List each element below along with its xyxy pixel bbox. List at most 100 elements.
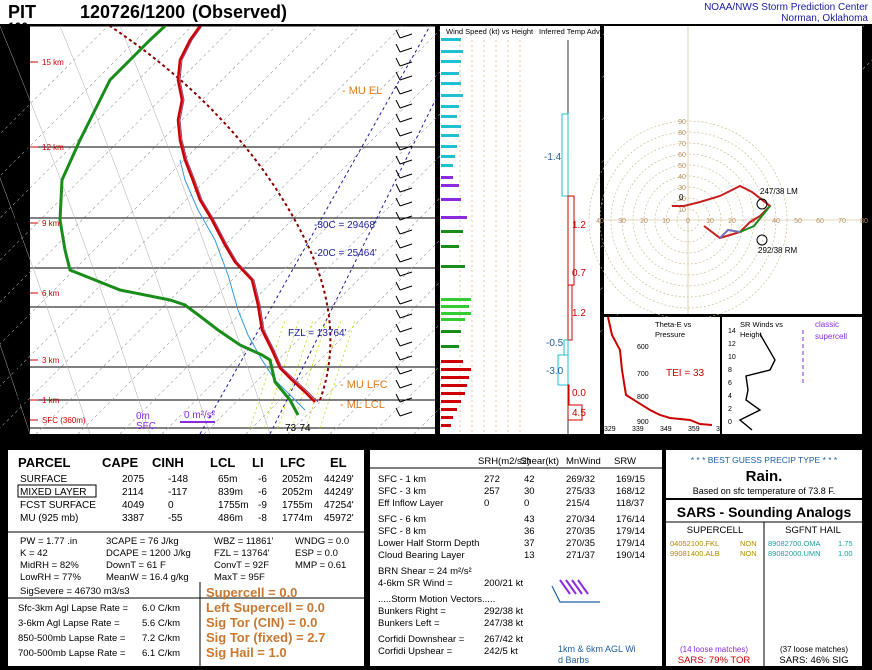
misc-param: K = 42 [20, 548, 48, 559]
kin-cell: 190/14 [616, 550, 645, 561]
dry-adiabat [0, 177, 91, 435]
parcel-cell: 1774m [282, 513, 313, 524]
station-id: PIT [8, 2, 36, 22]
misc-param: WBZ = 11861' [214, 536, 274, 547]
wind-barb [399, 341, 413, 347]
theta-x-tick: 359 [688, 426, 700, 433]
isotherm [0, 25, 151, 177]
wind-speed-bar [441, 312, 471, 315]
sars-hail-date: 89082000.UMN [768, 549, 821, 558]
parcel-cell: 1755m [282, 500, 313, 511]
srw-label: 4-6km SR Wind = [378, 578, 453, 589]
parcel-cell: 44249' [324, 487, 354, 498]
theta-x-tick: 329 [604, 426, 616, 433]
wind-barb [399, 299, 413, 305]
km-label: 12 km [42, 143, 64, 152]
kin-cell: 270/35 [566, 526, 595, 537]
wind-speed-bar [441, 134, 459, 137]
wind-speed-bar [441, 72, 459, 75]
isotherm [77, 25, 487, 435]
composite-index: Sig Tor (fixed) = 2.7 [206, 630, 325, 645]
misc-param: MeanW = 16.4 g/kg [106, 572, 189, 583]
parcel-head: EL [330, 455, 347, 470]
srw-y-tick: 2 [728, 406, 732, 413]
wind-panel-title: Wind Speed (kt) vs Height [446, 27, 534, 36]
kin-head: SRW [614, 456, 636, 467]
mixing-ratio-line [277, 319, 314, 429]
hodo-lm-marker [756, 198, 768, 210]
kin-head: SRH(m2/s2) [478, 456, 530, 467]
tadv-title: Inferred Temp Advection (C / hr) [539, 27, 646, 36]
wind-barb [399, 229, 413, 235]
lapse-label: 850-500mb Lapse Rate = [18, 633, 126, 644]
isotherm [0, 25, 403, 429]
km-label: 15 km [42, 58, 64, 67]
hodo-x-tick: 0 [686, 218, 690, 225]
wind-speed-bar [441, 176, 453, 179]
wind-barb-flag [395, 351, 401, 361]
misc-param: MMP = 0.61 [295, 560, 346, 571]
kin-cell: 43 [524, 514, 535, 525]
parcel-head: CINH [152, 455, 184, 470]
wind-tick: 60 [478, 439, 486, 448]
parcel-cell: 486m [218, 513, 243, 524]
precip-title: * * * BEST GUESS PRECIP TYPE * * * [691, 455, 838, 465]
hodo-ring-label: 40 [678, 174, 686, 181]
kin-cell: 0 [484, 498, 489, 509]
sars-hail-date: 89082700.OMA [768, 539, 821, 548]
wind-barb-flag [395, 267, 401, 277]
precip-panel: * * * BEST GUESS PRECIP TYPE * * * Rain.B… [666, 450, 862, 498]
kin-cell: 42 [524, 474, 535, 485]
parcel-cell: FCST SURFACE [20, 500, 96, 511]
skewt-profiles [58, 26, 413, 417]
hodo-x-tick: 40 [772, 218, 780, 225]
mixing-ratio-line [319, 319, 356, 429]
wind-barb-flag [395, 309, 401, 319]
hodo-x-tick: 80 [860, 218, 868, 225]
kin-cell: Lower Half Storm Depth [378, 538, 479, 549]
parcel-cell: 2052m [282, 474, 313, 485]
pressure-tick: 1000 [1, 422, 28, 436]
parcel-cell: MIXED LAYER [20, 487, 87, 498]
kin-cell: 118/37 [616, 498, 644, 509]
agency: NOAA/NWS Storm Prediction Center [704, 2, 869, 13]
wind-barb [399, 33, 413, 39]
misc-param: LowRH = 77% [20, 572, 82, 583]
wind-barb-flag [395, 239, 401, 249]
temp-tick: -30 [63, 436, 81, 450]
km-label: 1 km [42, 396, 60, 405]
dry-adiabat [59, 25, 211, 435]
kin-cell: SFC - 3 km [378, 486, 426, 497]
wind-barb-flag [395, 99, 401, 109]
kin-cell: 275/33 [566, 486, 595, 497]
wind-barb [399, 173, 413, 179]
kin-cell: 269/32 [566, 474, 595, 485]
mu-el-label: - MU EL [342, 85, 382, 97]
wind-speed-bar [441, 400, 461, 403]
sfc-label: SFC [136, 421, 156, 432]
misc-param: FZL = 13764' [214, 548, 270, 559]
parcel-cell: 44249' [324, 474, 354, 485]
kin-cell: SFC - 6 km [378, 514, 426, 525]
wind-barb-flag [395, 253, 401, 263]
supercell-label: supercell [815, 332, 847, 341]
eff-bottom-label: 0m [136, 411, 150, 422]
wind-speed-bar [441, 416, 453, 419]
minus20c-label: -20C = 25464' [314, 248, 377, 259]
wind-speed-bar [441, 115, 457, 118]
theta-x-tick: 349 [660, 426, 672, 433]
km-label: 3 km [42, 356, 60, 365]
corfidi-value: 267/42 kt [484, 634, 523, 645]
wind-speed-bar [441, 125, 461, 128]
wind-barb [399, 215, 413, 221]
hodo-ring-label: 80 [678, 130, 686, 137]
temp-tick: 40 [351, 436, 365, 450]
wind-barb-flag [395, 393, 401, 403]
srw-y-tick: 14 [728, 328, 736, 335]
wind-speed-panel: Wind Speed (kt) vs Height 20 40 60 80 100 120 [440, 26, 536, 448]
mu-lfc-label: - MU LFC [340, 379, 388, 391]
hodo-x-tick: 60 [816, 218, 824, 225]
wind-barb-flag [395, 407, 401, 417]
